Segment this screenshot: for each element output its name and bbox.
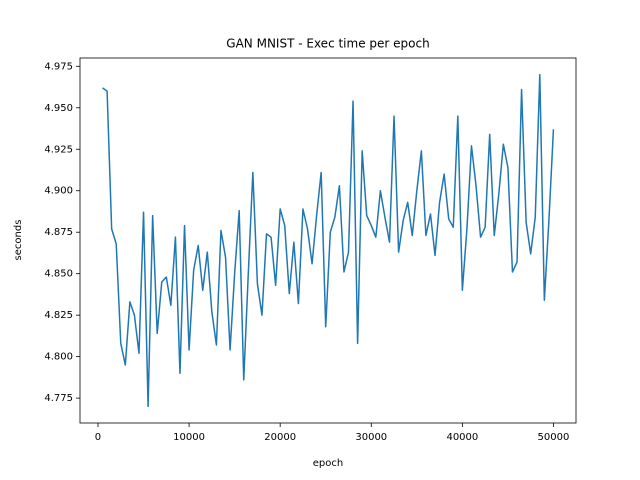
axes-frame bbox=[79, 57, 577, 424]
x-tick-label: 50000 bbox=[538, 432, 570, 443]
y-tick-label: 4.850 bbox=[44, 269, 73, 280]
y-tick-label: 4.950 bbox=[44, 103, 73, 114]
x-axis-label: epoch bbox=[313, 458, 343, 469]
y-axis-label: seconds bbox=[13, 220, 24, 261]
y-tick-label: 4.900 bbox=[44, 186, 73, 197]
chart-title: GAN MNIST - Exec time per epoch bbox=[226, 37, 429, 51]
y-tick-label: 4.775 bbox=[44, 393, 73, 404]
data-line bbox=[102, 73, 555, 408]
x-tick-label: 20000 bbox=[264, 432, 296, 443]
y-tick-label: 4.975 bbox=[44, 61, 73, 72]
x-tick-label: 40000 bbox=[446, 432, 478, 443]
x-tick-label: 10000 bbox=[173, 432, 205, 443]
x-tick-label: 0 bbox=[95, 432, 101, 443]
y-tick-label: 4.800 bbox=[44, 352, 73, 363]
x-tick-label: 30000 bbox=[355, 432, 387, 443]
y-tick-label: 4.925 bbox=[44, 144, 73, 155]
y-tick-label: 4.875 bbox=[44, 227, 73, 238]
y-tick-label: 4.825 bbox=[44, 310, 73, 321]
